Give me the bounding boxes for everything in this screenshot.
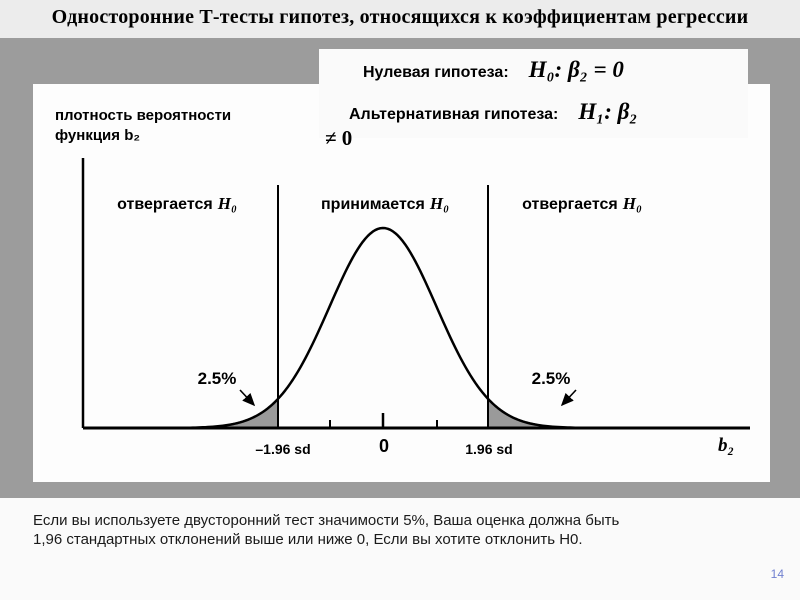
footer-note: Если вы используете двусторонний тест зн… [33, 511, 773, 549]
null-hypothesis-line: Нулевая гипотеза: H₀: β₂ = 0 [363, 57, 624, 83]
tail-arrow-left [239, 389, 256, 407]
tick-label-zero: 0 [378, 436, 390, 456]
null-hypothesis-label: Нулевая гипотеза: [363, 64, 509, 81]
y-axis-label-line2: функция b₂ [55, 127, 141, 144]
h0-symbol: H₀ [217, 194, 237, 213]
alt-hypothesis-formula-overflow: ≠ 0 [325, 126, 353, 150]
region-label-reject-right: отвергается H₀ [522, 194, 642, 214]
alt-hypothesis-formula: H₁: β₂ [578, 99, 638, 124]
region-reject-right-text: отвергается [522, 196, 618, 213]
tail-percentage-right: 2.5% [531, 369, 571, 388]
alt-hypothesis-line: Альтернативная гипотеза: H₁: β₂ [349, 99, 637, 125]
tail-percentage-left: 2.5% [197, 369, 237, 388]
tick-label-minus-196sd: –1.96 sd [255, 441, 311, 457]
tail-arrow-right [560, 389, 577, 407]
h0-symbol: H₀ [429, 194, 449, 213]
y-axis-label-line1: плотность вероятности [55, 107, 232, 124]
footer-note-line2: 1,96 стандартных отклонений выше или ниж… [33, 531, 583, 548]
alt-hypothesis-label: Альтернативная гипотеза: [349, 106, 559, 123]
x-axis-variable-label: b₂ [717, 435, 735, 456]
region-accept-text: принимается [321, 196, 425, 213]
region-label-reject-left: отвергается H₀ [117, 194, 237, 214]
footer-note-line1: Если вы используете двусторонний тест зн… [33, 512, 620, 529]
null-hypothesis-formula: H₀: β₂ = 0 [528, 57, 624, 82]
tick-label-plus-196sd: 1.96 sd [465, 441, 513, 457]
chart-panel: плотность вероятности функция b₂ отверга… [33, 84, 770, 482]
title-strip [0, 0, 800, 38]
h0-symbol: H₀ [622, 194, 642, 213]
page-number: 14 [770, 567, 784, 581]
hypothesis-box: Нулевая гипотеза: H₀: β₂ = 0 Альтернативн… [319, 49, 748, 138]
normal-distribution-plot [81, 158, 750, 430]
page-title: Односторонние Т-тесты гипотез, относящих… [51, 6, 749, 28]
footer-strip [0, 498, 800, 600]
region-label-accept: принимается H₀ [321, 194, 449, 214]
density-curve [150, 226, 617, 430]
region-reject-left-text: отвергается [117, 196, 213, 213]
y-axis-label: плотность вероятности функция b₂ [55, 106, 231, 146]
